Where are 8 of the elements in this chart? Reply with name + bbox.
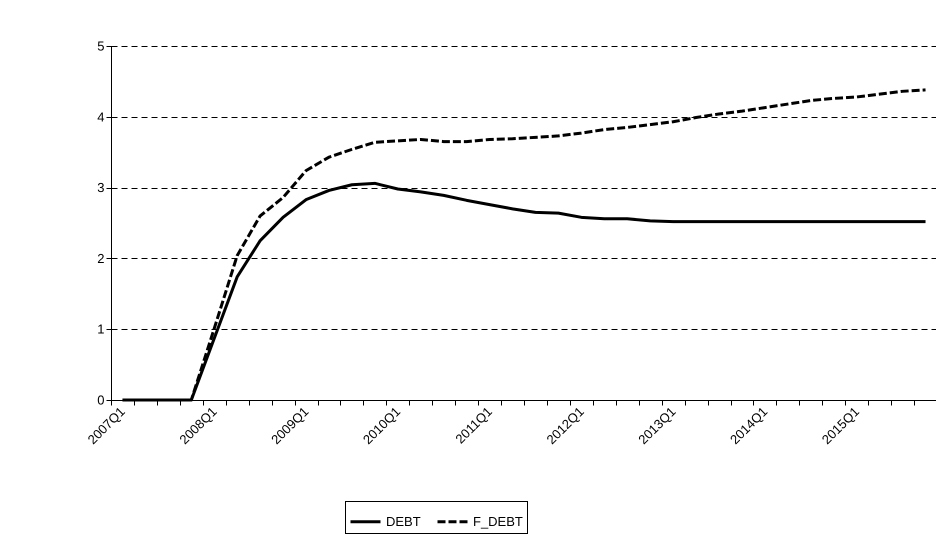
y-tick-label: 5: [97, 38, 104, 54]
y-tick-label: 2: [97, 250, 104, 266]
y-tick-label: 4: [97, 109, 104, 124]
y-tick-label: 3: [97, 180, 104, 196]
y-tick-label: 0: [97, 392, 104, 408]
y-tick-label: 1: [97, 322, 104, 337]
legend-label: DEBT: [386, 514, 421, 529]
legend-label: F_DEBT: [473, 514, 523, 529]
